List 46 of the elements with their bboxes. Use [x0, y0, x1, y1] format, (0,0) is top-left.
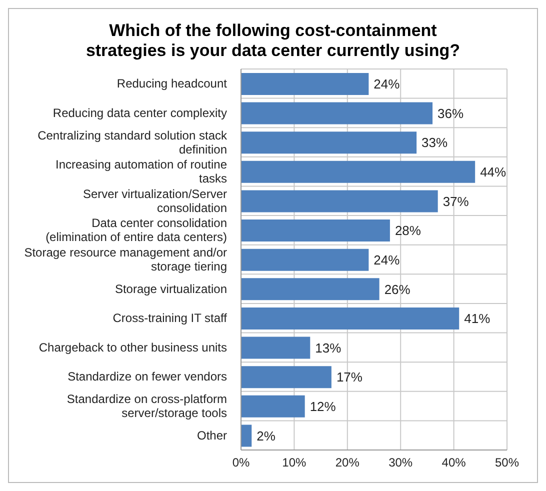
- y-tick-label: Increasing automation of routine tasks: [56, 158, 228, 186]
- bar: [241, 248, 369, 271]
- data-label: 2%: [256, 428, 276, 444]
- y-tick-label: Reducing data center complexity: [52, 106, 227, 120]
- y-tick-label: Chargeback to other business units: [38, 340, 227, 354]
- data-label: 41%: [464, 311, 491, 326]
- x-tick-label: 50%: [494, 456, 520, 470]
- y-tick-label: Server virtualization/Server consolidation: [82, 186, 227, 215]
- data-label: 26%: [384, 282, 411, 297]
- bar: [241, 278, 380, 300]
- bar: [241, 307, 460, 330]
- data-label: 24%: [374, 252, 400, 268]
- data-label: 24%: [374, 76, 400, 92]
- bar: [241, 220, 390, 242]
- bar: [241, 395, 305, 418]
- chart-title: Which of the following cost-containment strategies is your data center currently using?: [84, 20, 462, 62]
- y-tick-label: Standardize on cross-platform server/storage tools: [66, 392, 227, 420]
- bar: [241, 190, 438, 212]
- y-tick-label: Data center consolidation (elimination of entire data centers): [46, 216, 227, 244]
- data-label: 37%: [442, 194, 470, 209]
- y-tick-label: Standardize on fewer vendors: [68, 370, 227, 384]
- data-label: 44%: [480, 164, 507, 180]
- x-tick-label: 20%: [335, 456, 360, 470]
- y-tick-label: Storage virtualization: [114, 282, 227, 296]
- x-tick-label: 40%: [442, 456, 466, 470]
- y-tick-label: Cross-training IT staff: [112, 311, 228, 326]
- bar: [241, 132, 417, 154]
- data-label: 28%: [394, 223, 422, 238]
- bar: [241, 73, 369, 95]
- bar: [241, 160, 476, 183]
- data-label: 33%: [422, 135, 448, 150]
- y-tick-label: Centralizing standard solution stack definition: [38, 128, 228, 156]
- y-tick-label: Reducing headcount: [116, 76, 228, 91]
- data-label: 13%: [315, 340, 342, 356]
- data-label: 17%: [336, 370, 363, 385]
- bar: [241, 366, 332, 388]
- y-tick-label: Storage resource management and/or storage tiering: [24, 246, 227, 274]
- bar: [241, 336, 310, 359]
- y-tick-label: Other: [196, 428, 227, 442]
- data-label: 36%: [438, 106, 464, 121]
- bar: [241, 424, 252, 447]
- x-tick-label: 30%: [388, 456, 413, 470]
- x-tick-label: 0%: [232, 456, 250, 470]
- x-tick-label: 10%: [282, 456, 307, 470]
- data-label: 12%: [310, 399, 336, 414]
- bar: [241, 102, 433, 124]
